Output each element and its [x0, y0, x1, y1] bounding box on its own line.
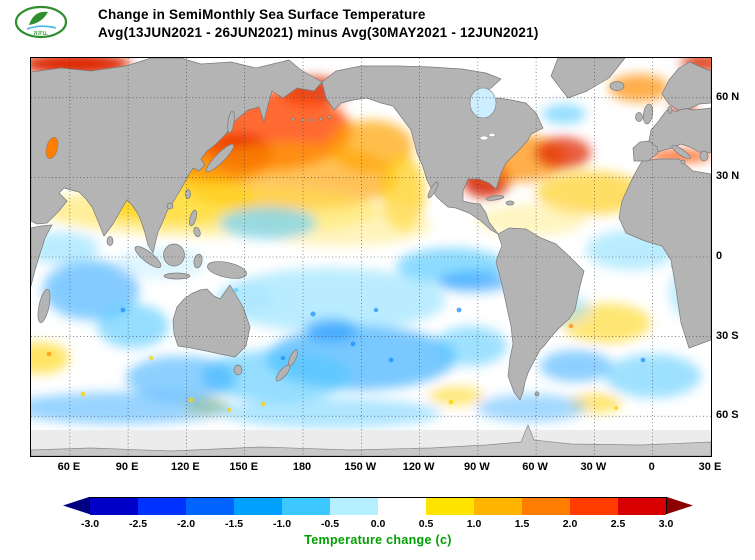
- islands-falkland: [534, 391, 540, 397]
- colorbar-tick: -3.0: [80, 518, 100, 530]
- island-ireland: [635, 112, 643, 122]
- chart-subtitle: Avg(13JUN2021 - 26JUN2021) minus Avg(30M…: [98, 25, 539, 40]
- continent-africa-west: [618, 158, 712, 349]
- hudson-bay: [469, 87, 497, 119]
- colorbar-segment: [426, 498, 474, 515]
- island-taiwan: [185, 189, 191, 199]
- colorbar-segment: [90, 498, 138, 515]
- logo-graphic: สสน.: [14, 5, 68, 39]
- colorbar-segment: [618, 498, 666, 515]
- wave-icon: [26, 25, 57, 30]
- caspian-sea: [45, 137, 59, 159]
- grid-layer: [31, 58, 711, 456]
- colorbar-tick: -2.5: [128, 518, 148, 530]
- great-lakes-east: [488, 132, 496, 137]
- island-tasmania: [233, 364, 243, 376]
- island-borneo: [163, 243, 185, 267]
- lon-label-180: 180: [292, 461, 312, 473]
- region-denmark: [667, 106, 673, 114]
- colorbar-bar: [63, 497, 693, 515]
- colorbar-tick: 0.0: [370, 518, 386, 530]
- colorbar-tick: 1.5: [514, 518, 530, 530]
- island-sicily: [680, 159, 686, 165]
- colorbar-caption: Temperature change (c): [304, 533, 452, 547]
- chart-title: Change in SemiMonthly Sea Surface Temper…: [98, 7, 426, 22]
- colorbar-tick: -1.5: [224, 518, 244, 530]
- organization-logo: สสน.: [14, 4, 68, 48]
- colorbar-tick: 0.5: [418, 518, 434, 530]
- colorbar-segment: [63, 497, 89, 514]
- colorbar: -3.0 -2.5 -2.0 -1.5 -1.0 -0.5 0.0 0.5 1.…: [63, 497, 693, 557]
- lat-label-30n: 30 N: [716, 170, 740, 183]
- island-iceland: [609, 81, 625, 91]
- colorbar-rects: [89, 497, 667, 515]
- colorbar-segment: [570, 498, 618, 515]
- peninsula-italy: [671, 144, 691, 160]
- lon-label-60e: 60 E: [57, 461, 81, 473]
- island-sri-lanka: [106, 236, 114, 246]
- lon-label-90w: 90 W: [464, 461, 490, 473]
- islands-philippines: [189, 209, 197, 227]
- lon-label-0: 0: [648, 461, 655, 473]
- lon-label-150w: 150 W: [344, 461, 377, 473]
- region-greece: [699, 150, 709, 162]
- islands-philippines-south: [193, 226, 201, 238]
- peninsula-baja: [427, 181, 439, 199]
- island-cuba: [485, 195, 505, 201]
- logo-text: สสน.: [33, 30, 48, 37]
- colorbar-segment: [667, 497, 693, 514]
- colorbar-tick: 3.0: [658, 518, 674, 530]
- colorbar-segment: [330, 498, 378, 515]
- colorbar-tick: 2.5: [610, 518, 626, 530]
- island-new-guinea: [207, 261, 247, 279]
- island-nz-south: [275, 364, 291, 382]
- colorbar-tick: -0.5: [320, 518, 340, 530]
- lon-label-30e: 30 E: [698, 461, 722, 473]
- island-hispaniola: [505, 200, 515, 206]
- island-hainan: [166, 202, 174, 210]
- island-greenland: [550, 57, 626, 99]
- lon-label-120e: 120 E: [171, 461, 200, 473]
- island-java: [163, 272, 191, 280]
- lon-label-120w: 120 W: [402, 461, 435, 473]
- colorbar-segment: [378, 498, 426, 515]
- colorbar-segment: [234, 498, 282, 515]
- colorbar-segment: [138, 498, 186, 515]
- island-madagascar: [37, 288, 51, 324]
- lon-label-150e: 150 E: [229, 461, 259, 473]
- map-panel: [11, 53, 725, 457]
- lat-label-30s: 30 S: [716, 329, 739, 342]
- leaf-icon: [29, 11, 48, 25]
- continent-eurasia: [30, 57, 323, 254]
- island-sumatra: [134, 246, 162, 268]
- lat-label-60s: 60 S: [716, 409, 739, 422]
- lat-label-60n: 60 N: [716, 90, 740, 103]
- lon-label-60w: 60 W: [522, 461, 548, 473]
- continent-south-america: [495, 227, 585, 401]
- logo-ellipse: [14, 5, 68, 39]
- colorbar-segment: [474, 498, 522, 515]
- lat-label-eq: 0: [716, 250, 723, 262]
- colorbar-segment: [186, 498, 234, 515]
- colorbar-segment: [282, 498, 330, 515]
- island-sakhalin: [227, 110, 235, 134]
- colorbar-tick: 2.0: [562, 518, 578, 530]
- inland-waters: [45, 87, 497, 159]
- island-sulawesi: [193, 253, 203, 269]
- great-lakes: [479, 135, 489, 141]
- colorbar-tick: -2.0: [176, 518, 196, 530]
- islands-aleutians: [291, 115, 331, 122]
- region-iberia: [632, 140, 659, 162]
- lon-label-30w: 30 W: [580, 461, 607, 473]
- continent-australia: [172, 284, 251, 358]
- colorbar-segment: [522, 498, 570, 515]
- lon-label-90e: 90 E: [115, 461, 139, 473]
- world-sst-map: [11, 53, 725, 457]
- island-japan: [205, 143, 235, 173]
- colorbar-tick: 1.0: [466, 518, 482, 530]
- colorbar-tick: -1.0: [272, 518, 292, 530]
